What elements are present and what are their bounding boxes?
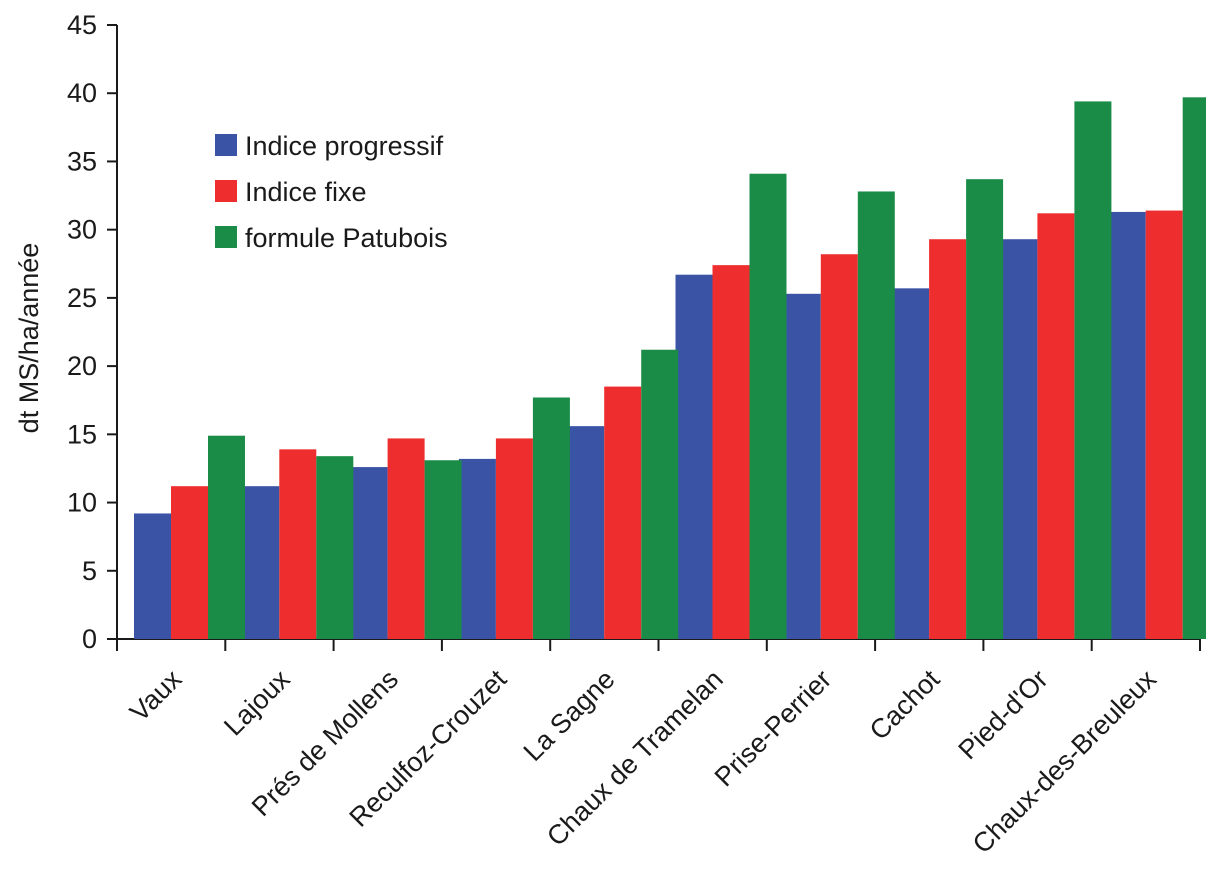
y-tick-label: 20 — [67, 351, 97, 381]
x-category-label: Lajoux — [218, 664, 296, 742]
bar — [1108, 211, 1146, 639]
legend-swatch — [215, 180, 237, 202]
y-axis-title: dt MS/ha/année — [14, 243, 44, 434]
bar — [641, 349, 679, 639]
bar — [820, 254, 858, 639]
bar — [1182, 97, 1206, 639]
bar — [532, 397, 570, 639]
bar — [242, 486, 280, 639]
y-tick-label: 30 — [67, 215, 97, 245]
y-tick-label: 45 — [67, 10, 97, 40]
bar — [675, 274, 713, 639]
x-category-label: Prise-Perrier — [709, 664, 837, 792]
bar — [1145, 210, 1183, 639]
x-category-label: La Sagne — [518, 664, 621, 767]
x-category-label: Pied-d'Or — [953, 664, 1054, 765]
bar — [316, 456, 354, 639]
bar — [604, 386, 642, 639]
x-category-label: Cachot — [864, 664, 946, 746]
bar — [892, 288, 930, 639]
bar — [171, 486, 208, 639]
bar — [749, 173, 787, 640]
y-tick-label: 15 — [67, 419, 97, 449]
bar — [458, 458, 496, 639]
legend: Indice progressif Indice fixe formule Patu… — [215, 131, 448, 253]
bar — [966, 179, 1004, 639]
bar — [495, 438, 533, 639]
x-category-label: Vaux — [124, 664, 188, 728]
bar — [387, 438, 425, 639]
legend-swatch — [215, 134, 237, 156]
y-tick-label: 25 — [67, 283, 97, 313]
y-tick-label: 0 — [82, 624, 97, 654]
bar — [857, 191, 895, 639]
bar — [929, 239, 967, 639]
y-axis: 0 5 10 15 20 25 30 35 40 45 — [67, 10, 118, 654]
bar — [712, 265, 750, 639]
legend-label: Indice progressif — [245, 131, 444, 161]
bar — [350, 467, 388, 639]
bar — [1000, 239, 1038, 639]
x-category-label: Chaux de Tramelan — [541, 664, 729, 852]
bar — [424, 460, 462, 639]
bar — [208, 435, 245, 639]
bar — [783, 293, 821, 639]
bar — [279, 449, 317, 639]
bar — [1037, 213, 1075, 639]
x-category-label: Chaux-des-Breuleux — [967, 664, 1163, 860]
legend-swatch — [215, 226, 237, 248]
bar — [1074, 101, 1112, 640]
y-tick-label: 35 — [67, 146, 97, 176]
legend-label: formule Patubois — [245, 223, 448, 253]
bar — [567, 426, 605, 639]
y-tick-label: 10 — [67, 488, 97, 518]
bars — [134, 97, 1206, 640]
bar — [134, 513, 171, 639]
legend-label: Indice fixe — [245, 177, 367, 207]
y-tick-label: 40 — [67, 78, 97, 108]
y-tick-label: 5 — [82, 556, 97, 586]
